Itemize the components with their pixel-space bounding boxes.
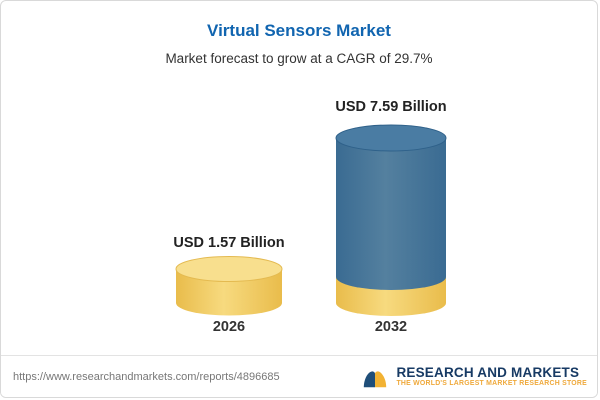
footer-bar: https://www.researchandmarkets.com/repor… bbox=[1, 355, 597, 397]
chart-subtitle: Market forecast to grow at a CAGR of 29.… bbox=[165, 51, 433, 66]
bar-2032-cylinder bbox=[335, 124, 447, 316]
logo-text-block: RESEARCH AND MARKETS THE WORLD'S LARGEST… bbox=[396, 365, 587, 388]
category-label-2026: 2026 bbox=[212, 319, 246, 335]
value-label-2026: USD 1.57 Billion bbox=[173, 235, 285, 251]
bar-2026-cylinder bbox=[175, 256, 283, 316]
chart-title: Virtual Sensors Market bbox=[207, 21, 391, 40]
category-label-2032: 2032 bbox=[374, 319, 408, 335]
research-and-markets-logo: RESEARCH AND MARKETS THE WORLD'S LARGEST… bbox=[361, 363, 587, 391]
value-label-2032: USD 7.59 Billion bbox=[335, 99, 447, 115]
logo-name-text: RESEARCH AND MARKETS bbox=[396, 364, 580, 380]
logo-tagline-text: THE WORLD'S LARGEST MARKET RESEARCH STOR… bbox=[396, 380, 587, 388]
logo-mark-icon bbox=[364, 370, 387, 387]
report-url-text: https://www.researchandmarkets.com/repor… bbox=[13, 370, 280, 383]
